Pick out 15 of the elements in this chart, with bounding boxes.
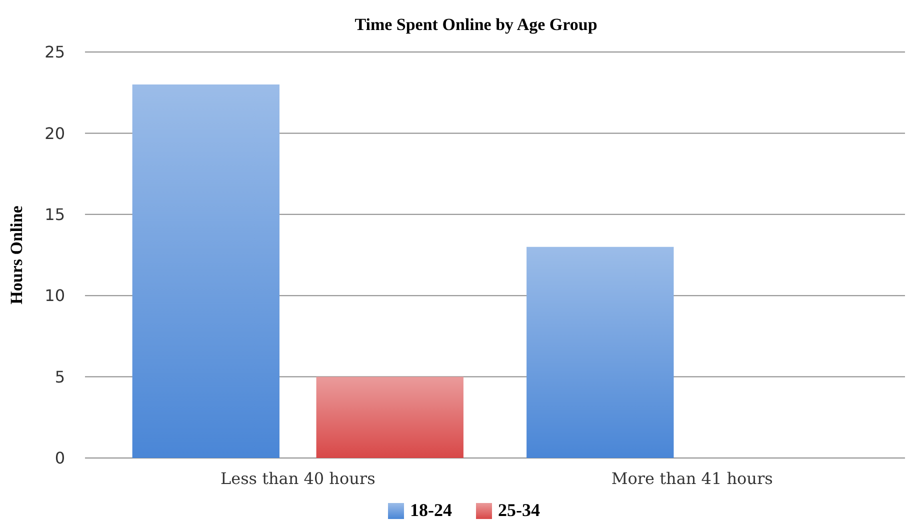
y-tick-label: 15 xyxy=(44,205,65,224)
bar xyxy=(316,376,464,458)
bar xyxy=(526,246,674,458)
y-tick-label: 25 xyxy=(44,42,65,62)
x-tick-label: Less than 40 hours xyxy=(220,469,376,488)
legend-label: 18-24 xyxy=(410,500,452,520)
legend-label: 25-34 xyxy=(498,500,540,520)
x-tick-label: More than 41 hours xyxy=(611,469,773,488)
y-tick-label: 10 xyxy=(44,286,65,306)
y-tick-label: 0 xyxy=(54,448,65,468)
y-tick-label: 20 xyxy=(44,124,65,143)
y-axis-title: Hours Online xyxy=(7,205,26,304)
chart-title: Time Spent Online by Age Group xyxy=(354,15,598,34)
bar xyxy=(132,84,280,458)
y-tick-label: 5 xyxy=(54,367,65,386)
